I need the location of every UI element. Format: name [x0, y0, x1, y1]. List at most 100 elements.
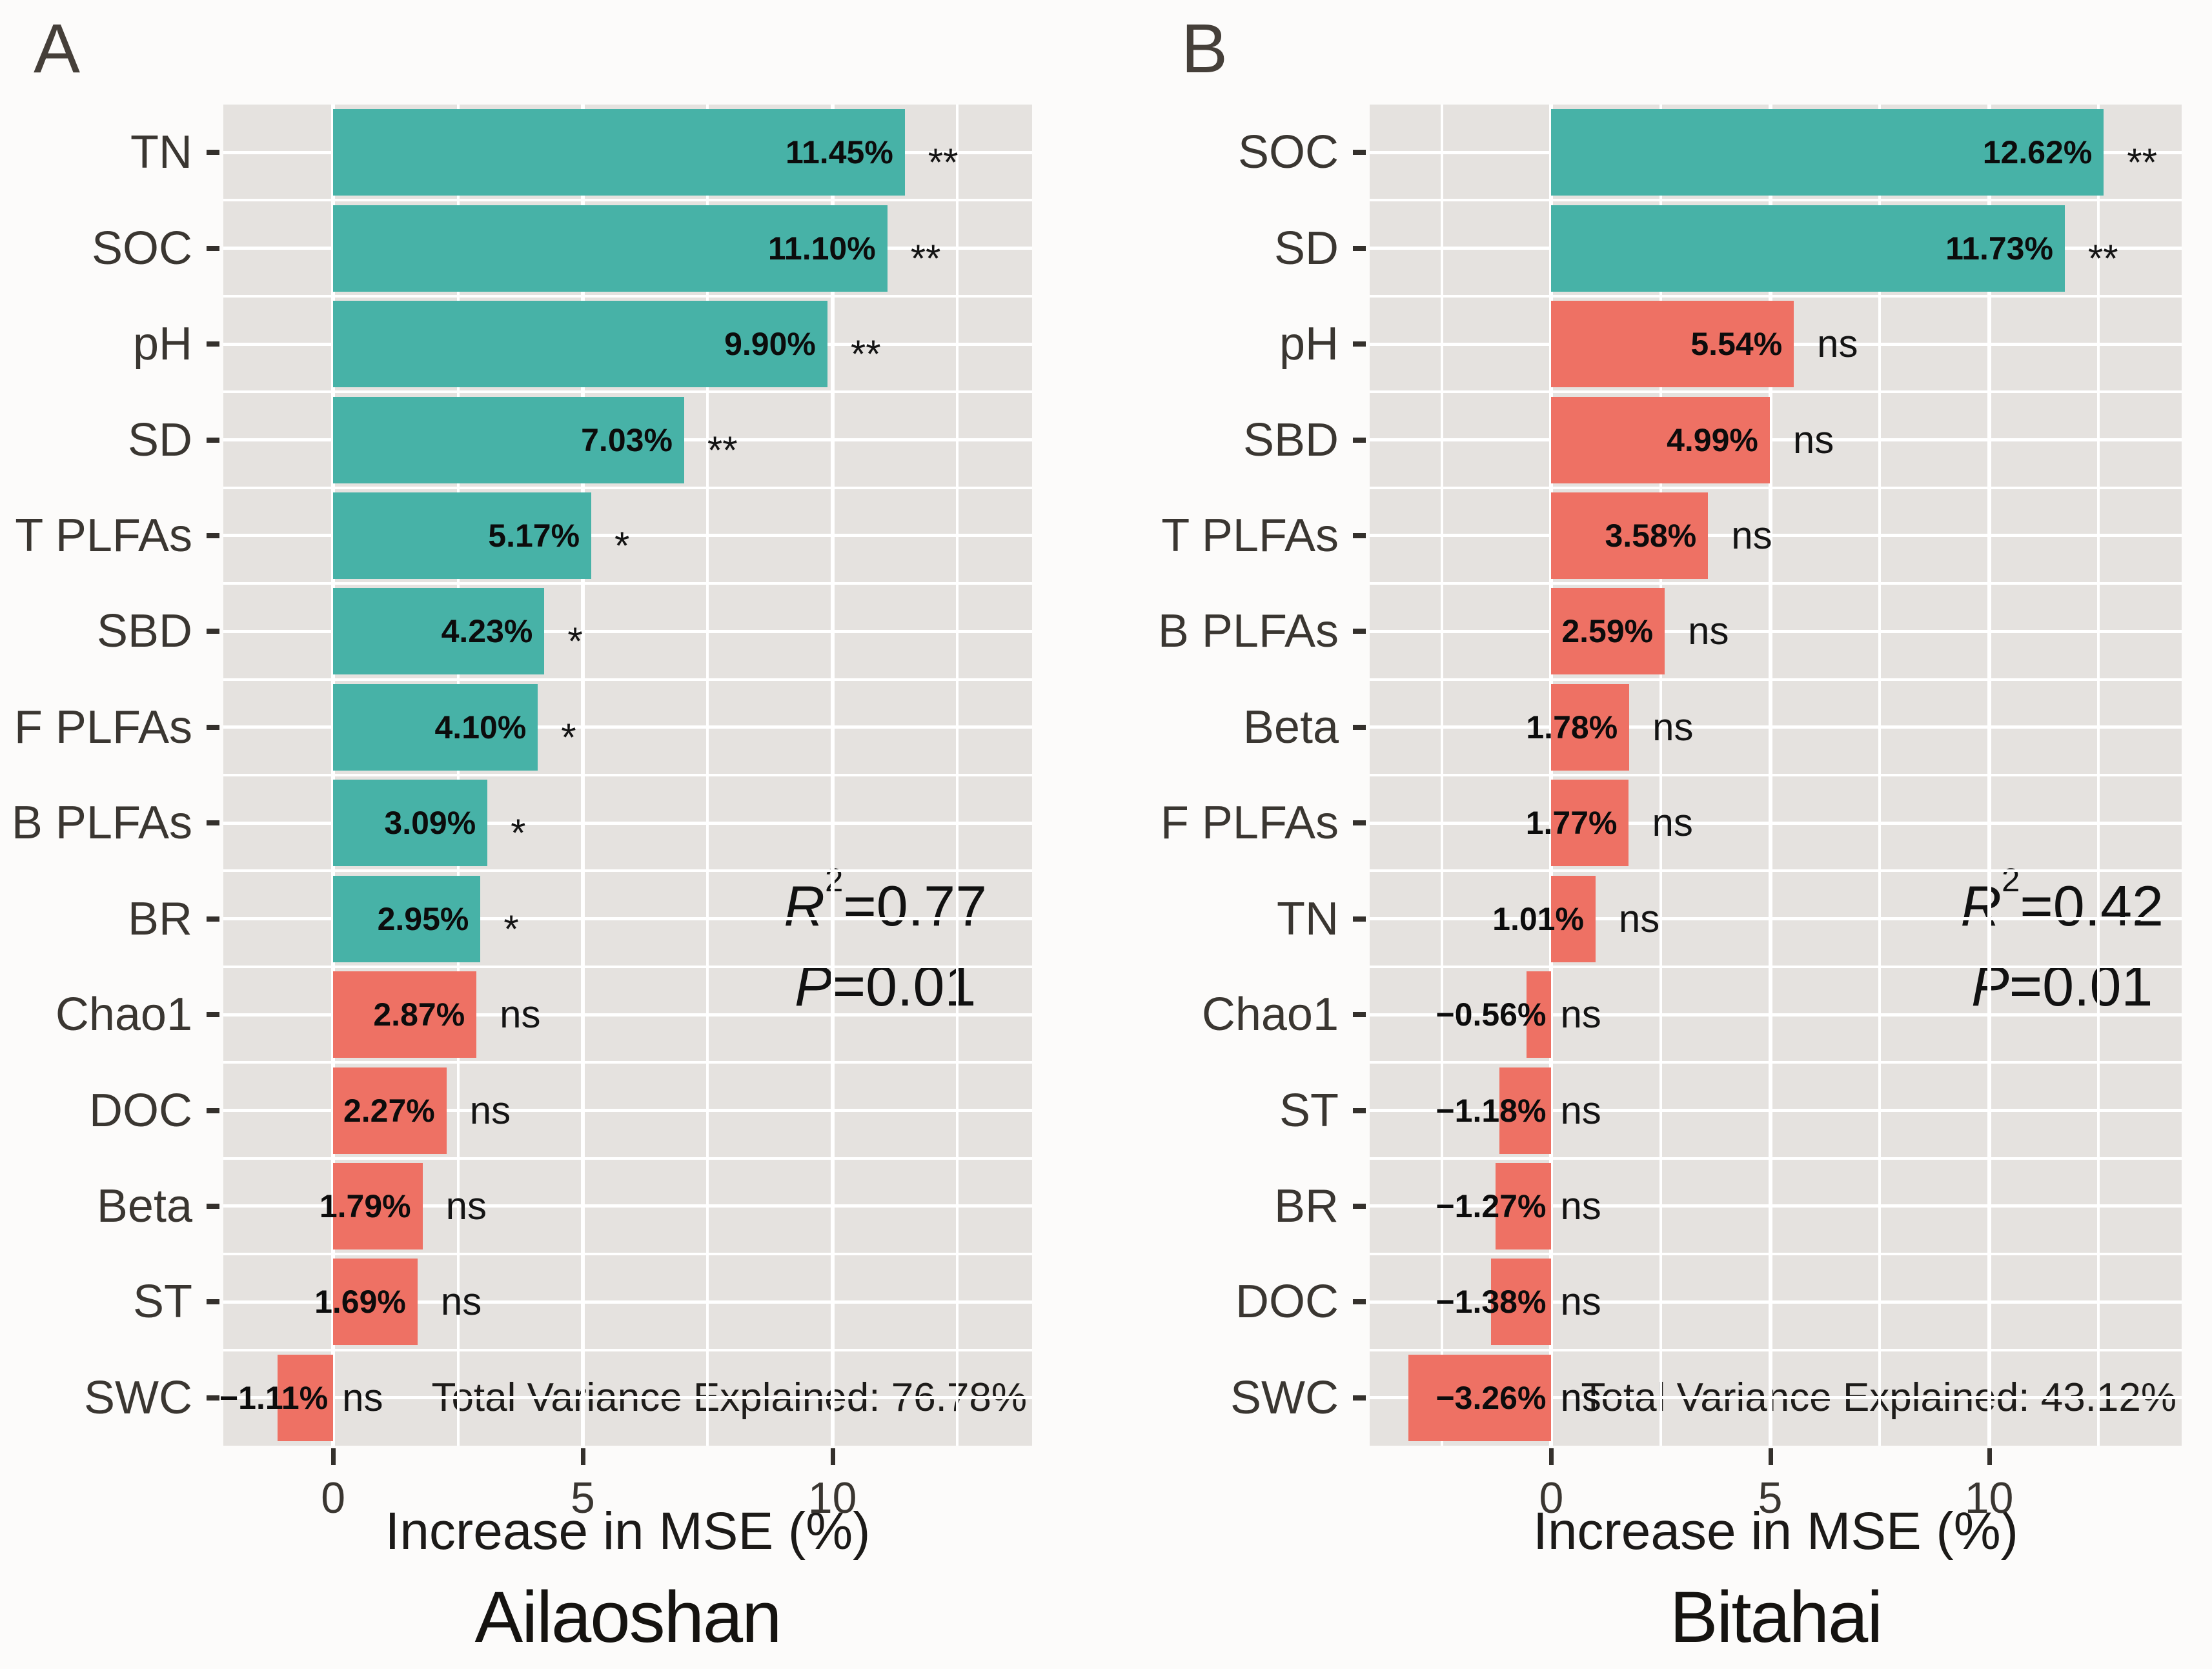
value-label: 2.95%: [377, 900, 469, 937]
row-center-gridline: [223, 821, 1032, 825]
row-boundary-gridline: [223, 869, 1032, 873]
x-tick-label: 0: [1539, 1473, 1564, 1522]
value-label: 12.62%: [1982, 134, 2093, 171]
row-boundary-gridline: [223, 774, 1032, 776]
x-tick-label: 10: [807, 1473, 857, 1522]
row-center-gridline: [223, 725, 1032, 729]
row-boundary-gridline: [223, 678, 1032, 681]
value-label: −1.18%: [1436, 1092, 1547, 1129]
bar-f-plfas: [1551, 780, 1629, 867]
y-axis-label-sbd: SBD: [96, 605, 192, 658]
value-label: 1.01%: [1492, 900, 1584, 937]
row-center-gridline: [1370, 821, 2182, 825]
significance-label: ns: [1652, 705, 1694, 749]
value-label: 9.90%: [724, 326, 816, 363]
y-axis-label-beta: Beta: [96, 1180, 192, 1232]
y-tick-mark: [1353, 724, 1366, 730]
value-label: −0.56%: [1436, 996, 1547, 1033]
row-center-gridline: [223, 1396, 1032, 1400]
bar-doc: [1490, 1259, 1552, 1346]
bar-sbd: [1551, 396, 1770, 483]
significance-label: *: [511, 811, 526, 855]
row-center-gridline: [1370, 534, 2182, 538]
row-boundary-gridline: [223, 486, 1032, 489]
bar-soc: [1551, 109, 2104, 196]
r-superscript: 2: [2001, 861, 2020, 898]
y-axis-label-tn: TN: [130, 126, 192, 179]
y-axis-label-t-plfas: T PLFAs: [15, 509, 192, 561]
bar-t-plfas: [333, 492, 592, 579]
row-boundary-gridline: [223, 294, 1032, 298]
significance-label: ns: [342, 1375, 383, 1419]
row-boundary-gridline: [1370, 1253, 2182, 1256]
y-tick-mark: [207, 150, 219, 156]
bar-doc: [333, 1067, 447, 1154]
x-tick-mark: [1768, 1448, 1773, 1465]
y-tick-mark: [1353, 245, 1366, 251]
significance-label: ns: [445, 1184, 487, 1228]
significance-label: **: [2087, 236, 2118, 280]
bar-b-plfas: [1551, 588, 1665, 675]
row-boundary-gridline: [223, 1348, 1032, 1351]
y-axis-label-ph: pH: [132, 318, 192, 370]
y-tick-mark: [207, 1108, 219, 1113]
y-tick-mark: [1353, 437, 1366, 443]
y-axis-label-br: BR: [1273, 1180, 1339, 1232]
bar-br: [333, 875, 481, 962]
row-boundary-gridline: [1370, 582, 2182, 585]
row-boundary-gridline: [1370, 390, 2182, 394]
value-label: 1.69%: [314, 1284, 406, 1320]
y-tick-mark: [1353, 916, 1366, 922]
row-boundary-gridline: [1370, 199, 2182, 202]
y-tick-mark: [207, 916, 219, 922]
panel-b-letter: B: [1181, 9, 1228, 87]
panel-a-plot-area: R2=0.77 P=0.01 Total Variance Explained:…: [219, 105, 1032, 1446]
y-axis-label-chao1: Chao1: [1201, 989, 1339, 1041]
y-axis-label-swc: SWC: [84, 1371, 192, 1424]
bar-b-plfas: [333, 780, 488, 867]
row-boundary-gridline: [223, 965, 1032, 968]
row-center-gridline: [223, 1109, 1032, 1112]
y-axis-label-sd: SD: [127, 414, 192, 466]
y-axis-label-st: ST: [132, 1276, 192, 1328]
y-tick-mark: [207, 1203, 219, 1209]
bar-beta: [1551, 683, 1630, 771]
row-center-gridline: [1370, 1204, 2182, 1208]
y-axis-label-chao1: Chao1: [55, 989, 192, 1041]
p-value: =0.01: [832, 954, 977, 1018]
y-tick-mark: [1353, 532, 1366, 538]
y-axis-label-soc: SOC: [91, 222, 192, 274]
row-boundary-gridline: [1370, 294, 2182, 298]
row-boundary-gridline: [1370, 774, 2182, 776]
y-tick-mark: [1353, 1012, 1366, 1018]
row-center-gridline: [223, 1204, 1032, 1208]
y-axis-label-doc: DOC: [89, 1084, 192, 1137]
significance-label: **: [707, 428, 738, 472]
row-boundary-gridline: [1370, 678, 2182, 681]
panel-b-plot-area: R2=0.42 P=0.01 Total Variance Explained:…: [1370, 105, 2182, 1446]
panel-a-r-squared-text: R2=0.77: [784, 864, 987, 946]
row-boundary-gridline: [223, 199, 1032, 202]
significance-label: **: [850, 332, 881, 376]
value-label: 11.10%: [767, 230, 876, 267]
r-squared-value: =0.42: [2020, 874, 2164, 938]
value-label: 11.45%: [785, 134, 893, 171]
x-tick-label: 10: [1964, 1473, 2014, 1522]
bar-br: [1496, 1162, 1552, 1249]
r-squared-value: =0.77: [843, 874, 987, 938]
y-tick-mark: [207, 532, 219, 538]
panel-a-p-value-text: P=0.01: [784, 946, 987, 1026]
significance-label: **: [928, 141, 959, 185]
y-axis-label-f-plfas: F PLFAs: [14, 701, 192, 753]
panel-b-site-name: Bitahai: [1669, 1577, 1883, 1657]
significance-label: ns: [1652, 801, 1693, 845]
panel-b-r-squared-text: R2=0.42: [1960, 864, 2164, 946]
y-axis-label-br: BR: [127, 893, 192, 945]
value-label: −3.26%: [1436, 1379, 1547, 1416]
p-symbol: P: [795, 954, 833, 1018]
y-tick-mark: [1353, 1108, 1366, 1113]
y-tick-mark: [1353, 150, 1366, 156]
bar-soc: [333, 205, 888, 292]
row-center-gridline: [223, 1013, 1032, 1017]
bar-beta: [333, 1162, 423, 1249]
